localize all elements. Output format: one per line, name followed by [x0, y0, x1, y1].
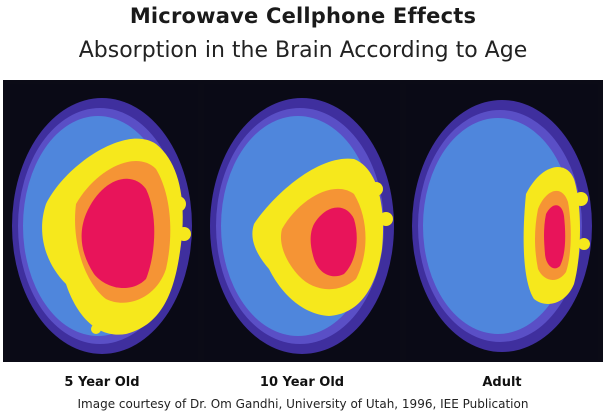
- image-credit: Image courtesy of Dr. Om Gandhi, Univers…: [77, 397, 529, 411]
- scan-panel-10-year-old: [204, 84, 400, 360]
- page-title: Microwave Cellphone Effects: [129, 4, 477, 28]
- caption-10-year-old: 10 Year Old: [259, 375, 345, 390]
- scan-panel-5-year-old: [6, 84, 198, 360]
- caption-adult: Adult: [482, 375, 522, 390]
- scan-image-5-year-old: [12, 98, 192, 354]
- page-subtitle: Absorption in the Brain According to Age: [78, 38, 528, 63]
- caption-5-year-old: 5 Year Old: [64, 375, 140, 390]
- scan-panel-adult: [406, 84, 598, 360]
- scan-image-adult: [412, 100, 592, 352]
- scan-image-10-year-old: [210, 98, 394, 354]
